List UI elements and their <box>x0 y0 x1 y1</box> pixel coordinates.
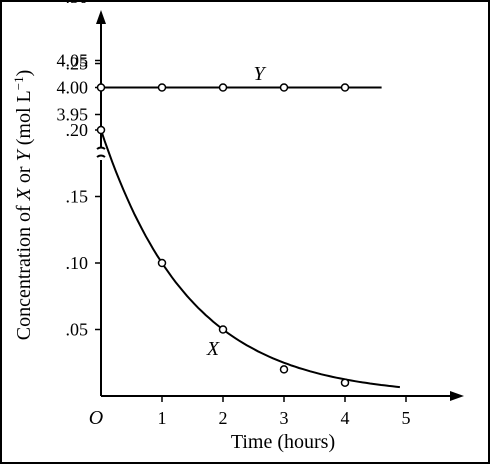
x-tick-label: 2 <box>219 408 228 428</box>
y-tick-label-upper: 4.05 <box>57 51 89 71</box>
series-y-label: Y <box>253 63 266 85</box>
series-x-label: X <box>206 338 220 360</box>
y-tick-label-lower: .25 <box>66 54 89 74</box>
y-axis-title-part: X <box>13 187 35 201</box>
y-tick-label-lower: .30 <box>66 0 89 7</box>
series-x-curve <box>100 129 401 389</box>
y-tick-label-upper: 3.95 <box>57 105 89 125</box>
series-x-point <box>340 378 350 387</box>
x-tick-label: 3 <box>280 408 289 428</box>
series-x-point <box>218 325 228 334</box>
y-axis-title-part: Concentration of <box>13 200 35 340</box>
y-axis-arrowhead <box>96 10 106 24</box>
x-tick-label: 1 <box>158 408 167 428</box>
series-x-point <box>279 365 289 374</box>
tick-marks <box>95 59 407 402</box>
series-y-point <box>218 83 228 92</box>
x-axis-arrowhead <box>450 391 464 401</box>
series-y-point <box>96 83 106 92</box>
y-axis-title-part: (mol L <box>13 90 35 150</box>
y-tick-label-lower: .20 <box>66 120 89 140</box>
axes <box>96 10 464 401</box>
y-tick-label-lower: .10 <box>66 253 89 273</box>
x-tick-label: 5 <box>402 408 411 428</box>
text-labels: 3.95 4.00 4.05 .05 .10 .15 .20 .25 .30 1 2 3 4 5 O Time… <box>11 0 411 453</box>
y-axis-title-part: −1 <box>11 76 26 90</box>
y-axis-title-part: ) <box>13 70 35 77</box>
series-x-point <box>96 125 106 135</box>
y-tick-label-upper: 4.00 <box>57 78 89 98</box>
series-y-point <box>157 83 167 92</box>
y-axis-title-part: or <box>13 161 35 188</box>
y-tick-label-lower: .15 <box>66 187 89 207</box>
series-layer <box>96 83 401 389</box>
x-axis-title: Time (hours) <box>231 431 335 453</box>
x-tick-label: 4 <box>341 408 350 428</box>
series-y-point <box>279 83 289 92</box>
y-axis-title: Concentration of X or Y (mol L−1) <box>11 70 36 341</box>
origin-label: O <box>89 407 103 429</box>
series-y-point <box>340 83 350 92</box>
y-axis-break-mark <box>96 146 106 158</box>
y-axis-title-part: Y <box>13 148 35 161</box>
y-tick-label-lower: .05 <box>66 320 89 340</box>
series-x-point <box>157 258 167 268</box>
